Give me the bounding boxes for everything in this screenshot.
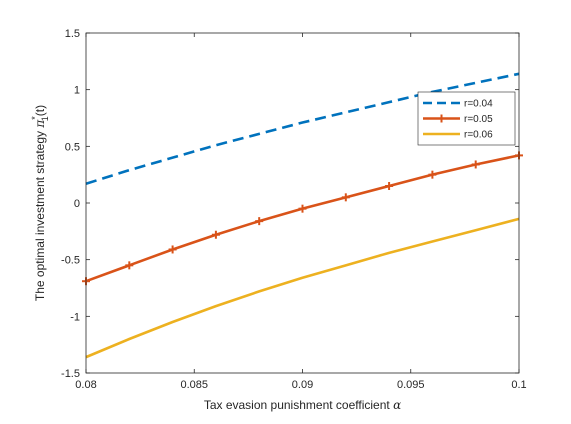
- x-tick-label: 0.1: [511, 379, 526, 391]
- legend: r=0.04 r=0.05 r=0.06: [417, 91, 516, 146]
- legend-label-2: r=0.05: [464, 114, 493, 125]
- y-axis-label-suffix: (t): [33, 105, 47, 116]
- legend-label-1: r=0.04: [464, 99, 493, 110]
- y-tick-label: 1.5: [65, 28, 80, 40]
- x-axis-label-symbol: α: [393, 398, 401, 412]
- y-tick-label: -1.5: [61, 368, 80, 380]
- legend-label-3: r=0.06: [464, 130, 493, 141]
- x-axis-label-text: Tax evasion punishment coefficient: [204, 398, 393, 412]
- data-point-marker: [341, 193, 350, 202]
- data-point-marker: [125, 261, 134, 270]
- x-tick-label: 0.085: [180, 379, 208, 391]
- x-tick-label: 0.09: [292, 379, 313, 391]
- x-tick-label: 0.095: [397, 379, 425, 391]
- y-tick-label: -0.5: [61, 255, 80, 267]
- y-tick-label: 0.5: [65, 141, 80, 153]
- data-point-marker: [298, 204, 307, 213]
- data-point-marker: [428, 170, 437, 179]
- y-tick-label: -1: [70, 311, 80, 323]
- x-tick-label: 0.08: [75, 379, 96, 391]
- y-axis-label-text: The optimal investment strategy: [33, 128, 47, 301]
- y-axis-label-symbol: π: [33, 119, 47, 129]
- plot-area: [86, 33, 519, 373]
- series-line-1: [85, 72, 520, 185]
- y-axis-label-subscript: 1: [40, 116, 50, 121]
- x-axis-label: Tax evasion punishment coefficient α: [204, 398, 401, 412]
- y-axis-label-superscript: *: [30, 116, 40, 120]
- data-point-marker: [385, 182, 394, 190]
- y-tick-label: 0: [74, 198, 80, 210]
- data-point-marker: [211, 230, 220, 239]
- data-point-marker: [168, 245, 177, 254]
- data-point-marker: [471, 160, 480, 169]
- data-point-marker: [255, 217, 264, 226]
- y-tick-label: 1: [74, 85, 80, 97]
- y-axis-label: The optimal investment strategy π*1(t): [30, 105, 50, 301]
- series-line-3: [85, 217, 520, 359]
